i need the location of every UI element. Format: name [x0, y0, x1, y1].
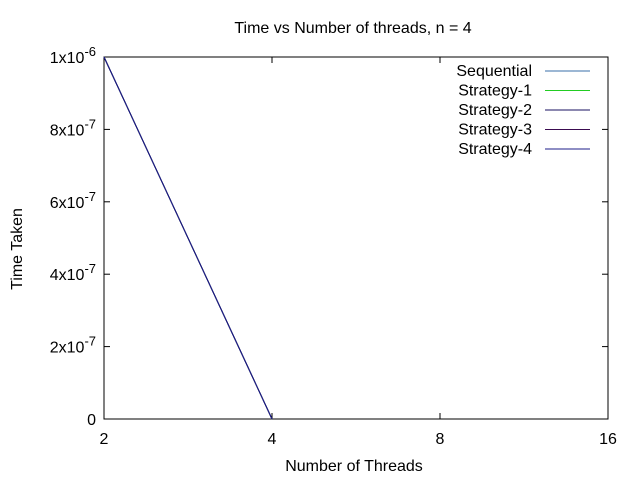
- series-lines: [103, 56, 273, 420]
- x-axis: 2 4 8 16: [100, 57, 617, 448]
- y-tick-label: 6x10-7: [50, 189, 96, 212]
- legend-label: Strategy-4: [458, 141, 532, 158]
- x-tick-label: 2: [100, 431, 109, 448]
- y-tick-label: 2x10-7: [50, 334, 96, 357]
- y-axis: 0 2x10-7 4x10-7 6x10-7 8x10-7 1x10-6: [50, 44, 608, 429]
- legend-label: Strategy-1: [458, 83, 532, 100]
- x-axis-title: Number of Threads: [285, 458, 423, 475]
- legend-label: Strategy-3: [458, 122, 532, 139]
- x-tick-label: 4: [268, 431, 277, 448]
- x-tick-label: 8: [436, 431, 445, 448]
- series-line: [103, 56, 273, 420]
- y-tick-label: 0: [87, 412, 96, 429]
- y-axis-title: Time Taken: [9, 208, 26, 290]
- y-tick-label: 8x10-7: [50, 116, 96, 139]
- legend-label: Strategy-2: [458, 102, 532, 119]
- chart-title: Time vs Number of threads, n = 4: [234, 20, 471, 37]
- legend-label: Sequential: [456, 63, 532, 80]
- y-tick-label: 1x10-6: [50, 44, 96, 67]
- y-tick-label: 4x10-7: [50, 261, 96, 284]
- plot-frame: [103, 56, 609, 420]
- x-tick-label: 16: [599, 431, 617, 448]
- legend: Sequential Strategy-1 Strategy-2 Strategy-3…: [456, 63, 590, 158]
